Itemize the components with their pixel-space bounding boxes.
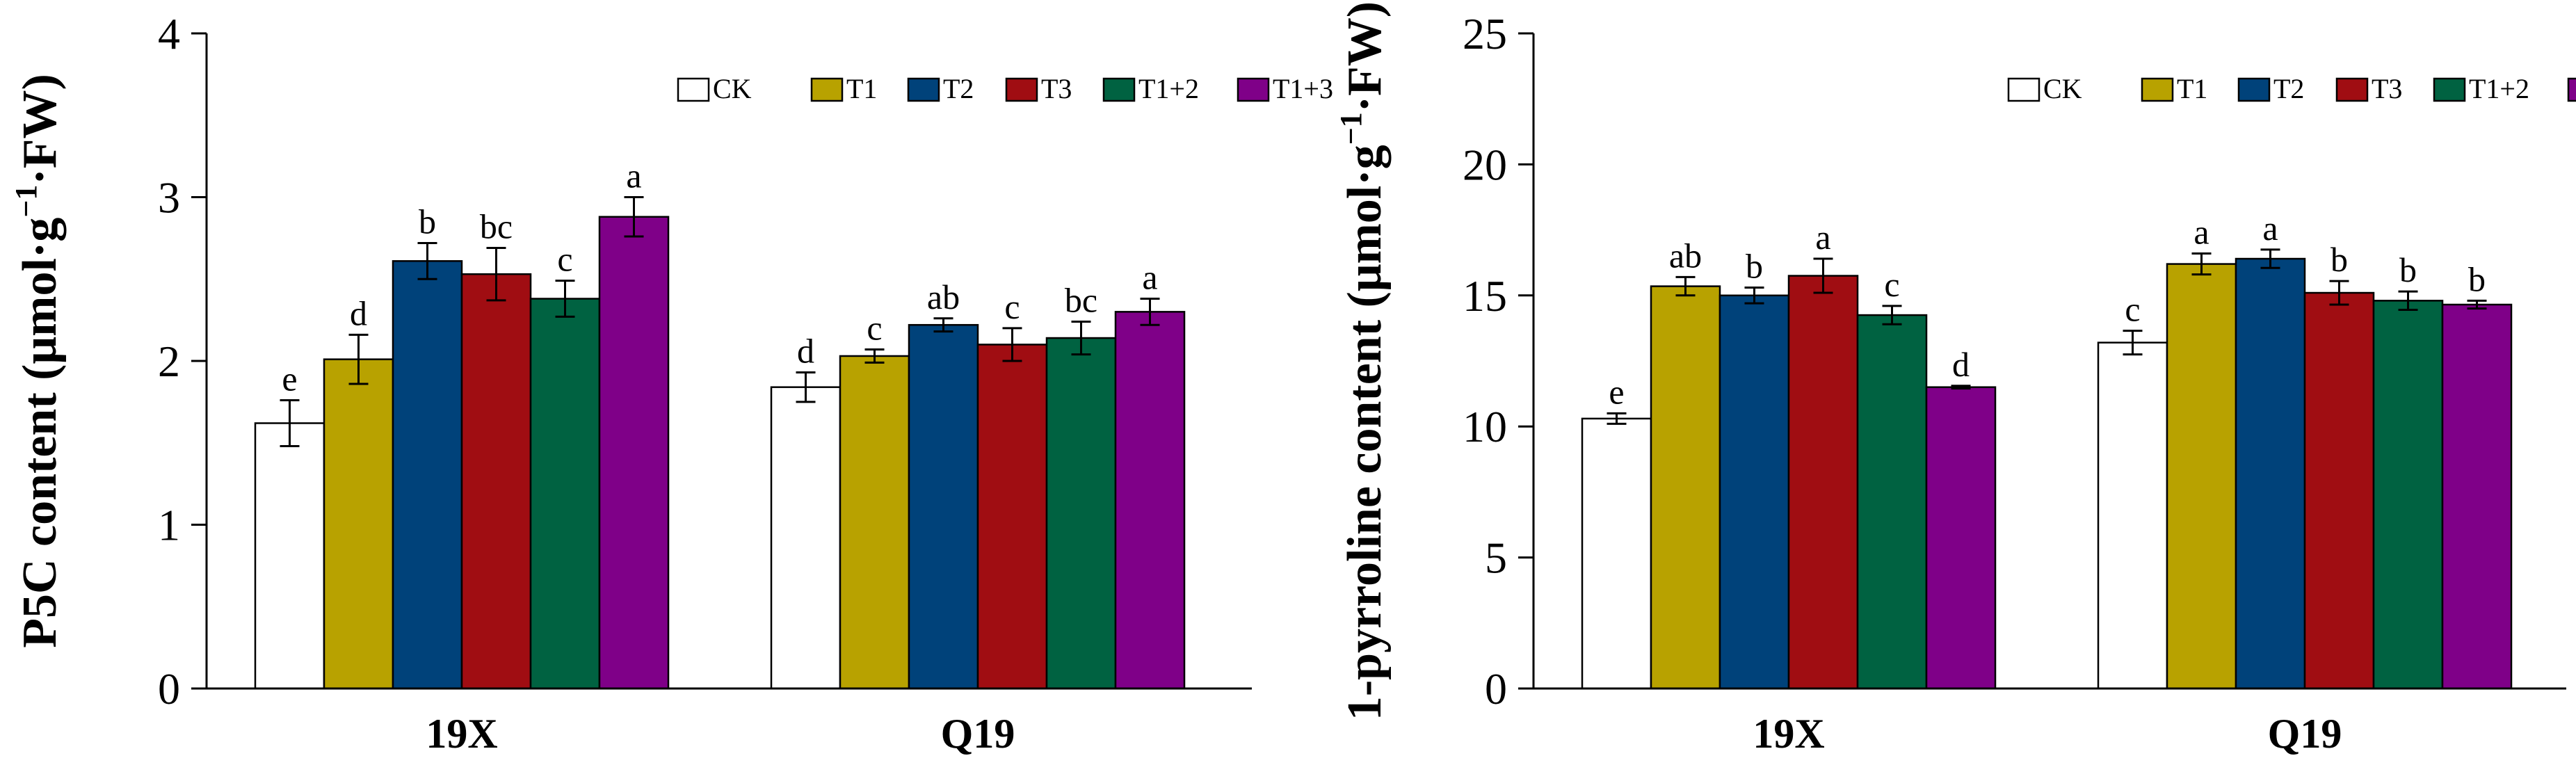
bar-ck-19x [254,422,325,690]
legend-swatch [907,77,940,102]
y-tick-label: 2 [158,337,180,386]
legend-label: T2 [2273,73,2304,104]
bar-t1plus3-19x [598,216,670,690]
legend-swatch [2237,77,2271,102]
legend: CK T1 T2 T3 T1+2 T1+3 [677,73,1333,104]
bar-t1plus2-19x [529,298,601,690]
legend-label: T1+2 [2469,73,2529,104]
bar-ck-q19 [770,386,842,690]
significance-label: ab [927,277,960,316]
significance-label: c [2125,290,2140,329]
significance-label: b [1746,246,1763,285]
y-tick-label: 0 [1485,664,1507,714]
y-tick-label: 4 [158,9,180,58]
legend-swatch [1005,77,1038,102]
significance-label: a [2193,213,2209,252]
x-category-label: Q19 [941,711,1015,757]
legend-label: T2 [943,73,974,104]
significance-label: d [1952,345,1970,384]
bar-ck-q19 [2097,341,2168,690]
legend-swatch [2007,77,2040,102]
significance-label: b [419,202,436,241]
legend-label: T1 [846,73,877,104]
bar-t3-19x [1787,275,1859,690]
legend-swatch [810,77,844,102]
legend-swatch [2335,77,2369,102]
bar-t1-q19 [2166,263,2237,690]
bar-t2-q19 [2235,257,2306,690]
bar-t1plus3-q19 [1114,311,1186,690]
significance-label: a [2262,209,2278,248]
significance-label: b [2331,240,2348,279]
bar-t3-q19 [976,344,1048,690]
significance-label: c [867,309,882,348]
y-axis-title: 1-pyrroline content (μmol·g−1·FW) [1334,1,1392,720]
y-tick-label: 15 [1463,271,1507,321]
significance-label: b [2399,250,2417,289]
bar-ck-19x [1581,417,1652,690]
legend-label: T3 [1041,73,1072,104]
significance-label: e [1609,372,1624,411]
y-tick-label: 25 [1463,9,1507,58]
bar-t1-q19 [839,355,910,690]
significance-label: e [282,360,297,398]
bar-t1-19x [1650,285,1721,690]
significance-label: ab [1669,236,1702,275]
x-category-label: 19X [1753,711,1824,757]
x-category-label: Q19 [2268,711,2342,757]
significance-label: bc [480,207,513,246]
legend-swatch [677,77,710,102]
y-tick-label: 3 [158,173,180,223]
significance-label: a [626,156,641,195]
bar-t2-19x [1718,294,1790,690]
y-axis-title: P5C content (μmol·g−1·FW) [9,74,67,648]
legend-label: CK [2043,73,2082,104]
significance-label: c [1004,287,1020,326]
legend-label: T3 [2372,73,2402,104]
legend-label: CK [713,73,752,104]
chart-p5c-content: e d d c b ab bc c c bc a a 0 1 2 3 4 19X Q19 P5C content (μ… [9,9,1333,757]
bar-t2-19x [392,260,463,690]
bar-t1-19x [323,358,394,690]
significance-label: d [350,293,367,332]
y-tick-label: 20 [1463,140,1507,189]
bar-t1plus3-q19 [2441,303,2513,690]
significance-label: b [2468,259,2486,298]
significance-label: bc [1065,280,1097,319]
significance-label: d [797,331,814,370]
bar-t3-19x [460,273,532,690]
legend-swatch [2567,77,2576,102]
bar-t1plus3-19x [1925,386,1997,690]
y-tick-label: 5 [1485,533,1507,583]
bar-t1plus2-19x [1856,314,1928,690]
legend-label: T1+3 [1273,73,1333,104]
y-tick-label: 10 [1463,402,1507,451]
legend-swatch [2433,77,2466,102]
bar-t3-q19 [2303,291,2375,690]
legend-swatch [1102,77,1136,102]
significance-label: c [557,240,572,279]
significance-label: c [1884,265,1899,304]
bar-t2-q19 [908,323,979,690]
legend-label: T1+2 [1138,73,1199,104]
bar-t1plus2-q19 [1045,337,1117,690]
x-category-label: 19X [426,711,497,757]
legend-swatch [2141,77,2174,102]
significance-label: a [1815,218,1830,257]
y-tick-label: 1 [158,501,180,550]
legend-swatch [1237,77,1270,102]
legend-label: T1 [2177,73,2207,104]
bar-t1plus2-q19 [2372,300,2444,690]
significance-label: a [1142,258,1157,297]
y-tick-label: 0 [158,664,180,714]
